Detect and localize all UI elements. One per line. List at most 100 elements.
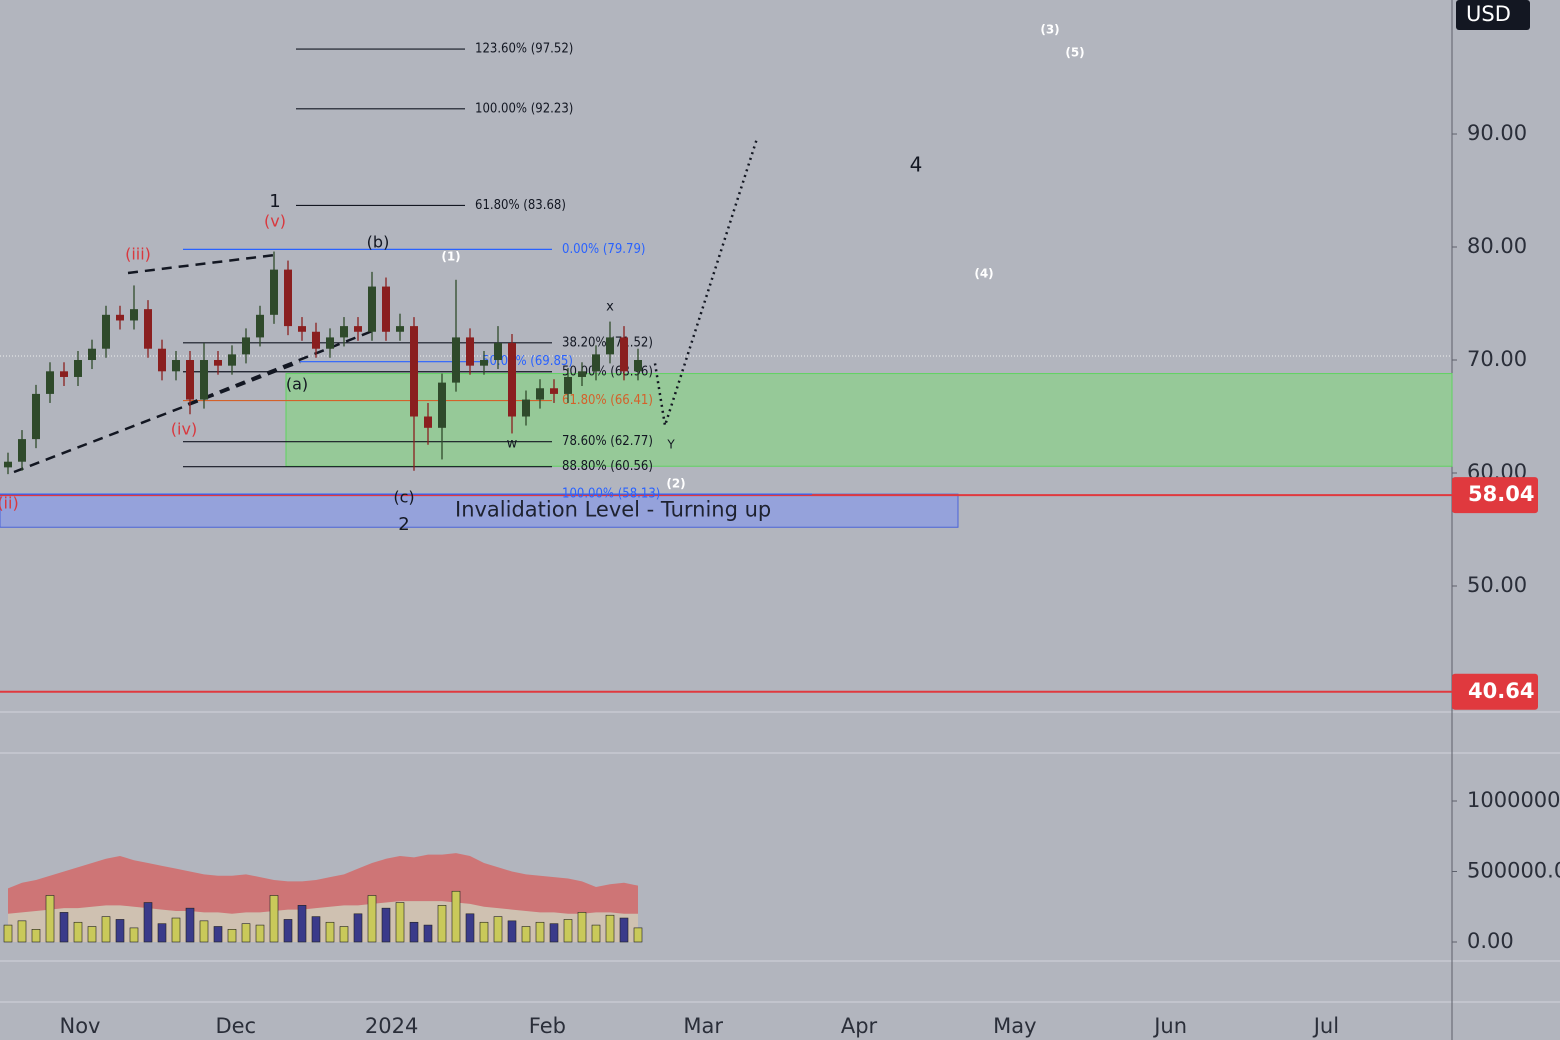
volume-bar [213,926,223,943]
volume-bar [269,895,279,943]
price-level-label: 40.64 [1468,679,1534,703]
wave-label: (4) [974,267,993,281]
volume-bar [199,920,209,943]
volume-bar [129,927,139,943]
volume-bar [465,913,475,943]
volume-bar [633,927,643,943]
candle-body [228,354,236,366]
volume-bar [493,916,503,943]
candle-body [480,360,488,366]
volume-tick-label: 1000000.00 [1467,788,1560,812]
candle-body [242,337,250,355]
currency: USD [1466,2,1511,26]
wave-label: (2) [666,477,685,491]
volume-bar [423,924,433,943]
volume-bar [31,929,41,943]
candle-body [32,393,40,440]
volume-bar [115,919,125,943]
volume-bar [409,921,419,943]
candle-body [452,337,460,383]
volume-bar [549,923,559,943]
volume-bar [507,920,517,943]
candle-body [592,354,600,372]
candle-body [116,314,124,321]
volume-bar [563,919,573,943]
candle-body [60,371,68,377]
candle-body [46,371,54,394]
candle-body [564,376,572,394]
volume-bar [381,907,391,943]
x-tick-label: Dec [215,1014,256,1038]
volume-bar [311,916,321,943]
volume-bar [367,895,377,943]
candle-body [354,326,362,332]
candle-body [368,286,376,332]
candle-body [102,314,110,349]
volume-bar [325,921,335,943]
candle-body [214,360,222,366]
candle-body [606,337,614,355]
volume-bar [59,912,69,943]
volume-bar [101,916,111,943]
price-level-badge [1452,477,1538,514]
candle-body [172,360,180,372]
invalidation-label: Invalidation Level - Turning up [455,498,771,522]
fib-label: 100.00% (92.23) [475,101,573,116]
candle-body [4,461,12,468]
candle-body [410,326,418,417]
fib-label: 78.60% (62.77) [562,434,653,449]
fib-label: 0.00% (79.79) [562,242,645,257]
candle-body [550,388,558,394]
volume-bar [479,921,489,943]
wave-label: (c) [393,488,414,507]
volume-bar [171,917,181,943]
x-tick-label: Nov [60,1014,101,1038]
candle-body [284,269,292,327]
volume-bar [395,902,405,943]
wave-label: (5) [1065,46,1084,60]
candle-body [382,286,390,332]
y-tick-label: 70.00 [1467,347,1527,371]
wave-label: (b) [367,233,390,252]
volume-bar [227,929,237,943]
volume-bar [619,917,629,943]
volume-bar [185,907,195,943]
candle-body [88,348,96,361]
volume-bar [241,923,251,943]
candle-body [424,416,432,428]
wedge-line [13,253,376,474]
candle-body [634,360,642,372]
x-tick-label: Jun [1152,1014,1187,1038]
candle-body [522,399,530,417]
candle-body [298,326,306,332]
wave-label: w [507,437,518,452]
volume-bar [521,926,531,943]
volume-bar [577,912,587,943]
wave-label: 2 [398,514,409,535]
x-tick-label: Mar [683,1014,723,1038]
candle-body [18,439,26,462]
fib-label: 61.80% (66.41) [562,393,653,408]
wave-label: (ii) [0,494,19,513]
volume-bar [157,923,167,943]
volume-bar [353,913,363,943]
volume-bar [451,890,461,943]
volume-bar [73,921,83,943]
volume-bar [339,926,349,943]
volume-bar [605,914,615,943]
wave-label: (1) [441,250,460,264]
volume-bar [591,924,601,943]
candle-body [256,314,264,338]
x-tick-label: May [993,1014,1036,1038]
x-tick-label: Feb [529,1014,566,1038]
target-zone [285,373,1453,467]
price-level-badge [1452,673,1538,710]
fib-label: 88.80% (60.56) [562,459,653,474]
candle-body [438,382,446,428]
volume-bar [3,924,13,943]
wave-label: (v) [264,212,286,231]
candle-body [620,337,628,372]
candle-body [466,337,474,366]
fib-label: 61.80% (83.68) [475,198,566,213]
